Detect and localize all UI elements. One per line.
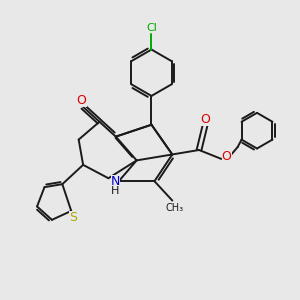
Text: N: N [110, 175, 120, 188]
Text: O: O [77, 94, 87, 107]
Text: H: H [111, 186, 119, 196]
Text: S: S [69, 211, 77, 224]
Text: O: O [200, 112, 210, 126]
Text: CH₃: CH₃ [166, 203, 184, 213]
Text: Cl: Cl [146, 23, 157, 33]
Text: O: O [222, 150, 232, 163]
